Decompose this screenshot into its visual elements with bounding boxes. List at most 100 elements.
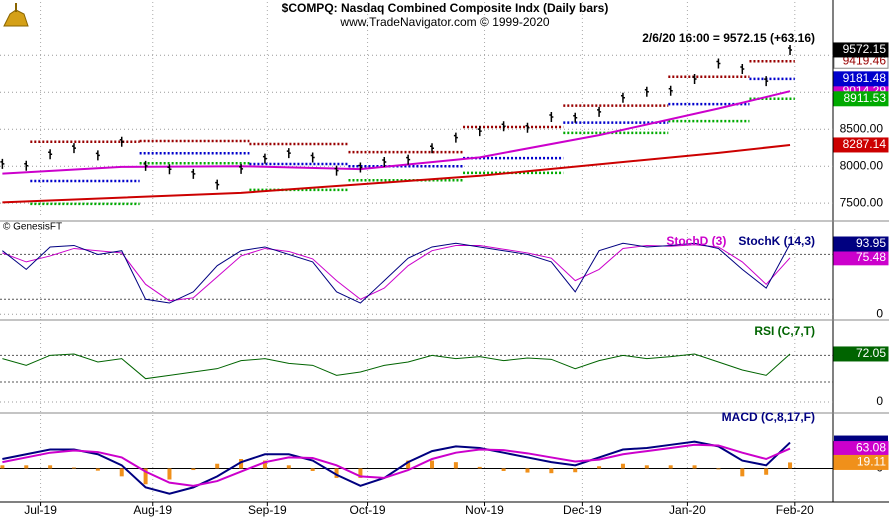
histogram-bar <box>358 468 363 478</box>
price-bar <box>597 106 602 117</box>
price-bar <box>286 148 291 159</box>
histogram-bar <box>740 468 745 477</box>
price-bar <box>668 85 673 96</box>
histogram-bar <box>334 468 339 478</box>
value-label: 72.05 <box>856 346 886 360</box>
price-bar <box>239 163 244 174</box>
chart-title: $COMPQ: Nasdaq Combined Composite Indx (… <box>282 1 609 15</box>
indicator-line <box>2 353 791 380</box>
histogram-bar <box>525 468 530 473</box>
value-box <box>833 346 889 362</box>
histogram-bar <box>549 468 554 474</box>
price-bar <box>549 112 554 123</box>
logo <box>3 3 29 27</box>
source: © GenesisFT <box>3 222 62 233</box>
histogram-bar <box>716 468 721 470</box>
price-bar <box>71 143 76 154</box>
price-bar <box>0 158 5 169</box>
value-label: 9572.15 <box>843 42 887 56</box>
price-bar <box>382 156 387 167</box>
value-box <box>833 71 889 87</box>
chart-subtitle: www.TradeNavigator.com © 1999-2020 <box>339 15 549 29</box>
histogram-bar <box>764 468 769 475</box>
macd-line <box>2 440 791 495</box>
value-label: 93.95 <box>856 236 886 250</box>
histogram-bar <box>167 468 172 480</box>
value-label: 75.48 <box>856 250 886 264</box>
y-tick-label: 0 <box>876 394 883 408</box>
histogram-bar <box>597 466 602 469</box>
histogram-bar <box>239 459 244 469</box>
price-bar <box>430 143 435 154</box>
histogram-bar <box>95 468 100 471</box>
price-bar <box>262 153 267 164</box>
x-tick-label: Aug-19 <box>133 503 172 517</box>
histogram-bar <box>119 468 124 477</box>
value-label: 8911.53 <box>844 91 887 105</box>
price-bar <box>573 112 578 123</box>
price-bar <box>191 168 196 179</box>
value-label: 8287.14 <box>843 137 887 151</box>
value-box <box>833 236 889 252</box>
histogram-bar <box>406 460 411 469</box>
x-tick-label: Dec-19 <box>563 503 602 517</box>
price-bar <box>477 126 482 137</box>
legend-label: StochK (14,3) <box>738 234 815 248</box>
histogram-bar <box>0 465 5 469</box>
y-tick-label: 0 <box>876 306 883 320</box>
x-tick-label: Nov-19 <box>465 503 504 517</box>
x-tick-label: Oct-19 <box>350 503 386 517</box>
histogram-bar <box>430 460 435 469</box>
x-tick-label: Jan-20 <box>669 503 706 517</box>
histogram-bar <box>310 468 315 471</box>
legend-label: StochD (3) <box>666 234 726 248</box>
price-bar <box>740 63 745 74</box>
moving-average <box>2 143 791 204</box>
price-bar <box>453 132 458 143</box>
quote: 2/6/20 16:00 = 9572.15 (+63.16) <box>642 31 815 45</box>
price-bar <box>358 162 363 173</box>
value-box <box>833 91 889 107</box>
price-bar <box>525 122 530 133</box>
histogram-bar <box>453 462 458 469</box>
value-box <box>833 454 889 470</box>
value-label: 9181.48 <box>843 71 887 85</box>
y-tick-label: 7500.00 <box>840 195 884 209</box>
price-bar <box>620 92 625 103</box>
price-bar <box>310 152 315 163</box>
price-bar <box>167 164 172 175</box>
histogram-bar <box>788 462 793 469</box>
x-tick-label: Sep-19 <box>248 503 287 517</box>
histogram-bar <box>24 465 29 469</box>
histogram-bar <box>644 465 649 469</box>
histogram-bar <box>286 465 291 469</box>
price-bar <box>644 86 649 97</box>
histogram-bar <box>48 465 53 469</box>
moving-average <box>2 90 791 175</box>
histogram-bar <box>692 465 697 469</box>
value-box <box>833 137 889 153</box>
price-bar <box>716 58 721 69</box>
price-bar <box>24 160 29 171</box>
histogram-bar <box>501 468 506 471</box>
price-bar <box>143 160 148 171</box>
histogram-bar <box>668 465 673 469</box>
price-bar <box>215 179 220 190</box>
value-box <box>833 42 889 58</box>
histogram-bar <box>620 463 625 469</box>
histogram-bar <box>143 468 148 485</box>
y-tick-label: 8500.00 <box>840 121 884 135</box>
legend-label: MACD (C,8,17,F) <box>722 410 815 424</box>
indicator-line <box>2 242 791 304</box>
price-bar <box>501 121 506 132</box>
histogram-bar <box>573 468 578 473</box>
price-bar <box>788 44 793 55</box>
x-tick-label: Feb-20 <box>776 503 814 517</box>
value-label: 63.08 <box>856 441 886 455</box>
price-bar <box>48 149 53 160</box>
price-bar <box>764 76 769 87</box>
price-bar <box>334 165 339 176</box>
price-bar <box>692 74 697 85</box>
